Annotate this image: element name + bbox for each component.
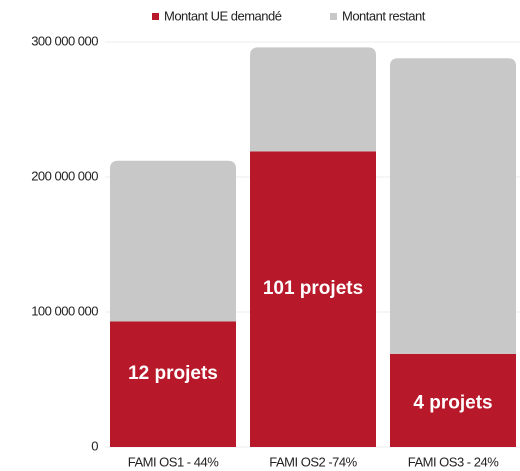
x-tick-label: FAMI OS1 - 44% [128, 454, 219, 469]
y-tick-label: 0 [91, 438, 98, 453]
legend-label: Montant restant [342, 8, 426, 23]
y-tick-label: 100 000 000 [31, 303, 98, 318]
legend-swatch [330, 13, 337, 20]
bar-label: 101 projets [263, 278, 363, 299]
bar-label: 4 projets [413, 392, 492, 413]
bar-segment [250, 151, 376, 447]
y-tick-label: 300 000 000 [31, 33, 98, 48]
bar-label: 12 projets [128, 363, 218, 384]
legend-label: Montant UE demandé [164, 8, 282, 23]
bar-segment [250, 47, 376, 152]
legend-swatch [152, 13, 159, 20]
x-tick-label: FAMI OS3 - 24% [408, 454, 499, 469]
y-tick-label: 200 000 000 [31, 168, 98, 183]
bar-segment [390, 353, 516, 447]
bar-segment [390, 58, 516, 354]
x-tick-label: FAMI OS2 -74% [269, 454, 357, 469]
bar-segment [110, 321, 236, 447]
bar-segment [110, 160, 236, 322]
